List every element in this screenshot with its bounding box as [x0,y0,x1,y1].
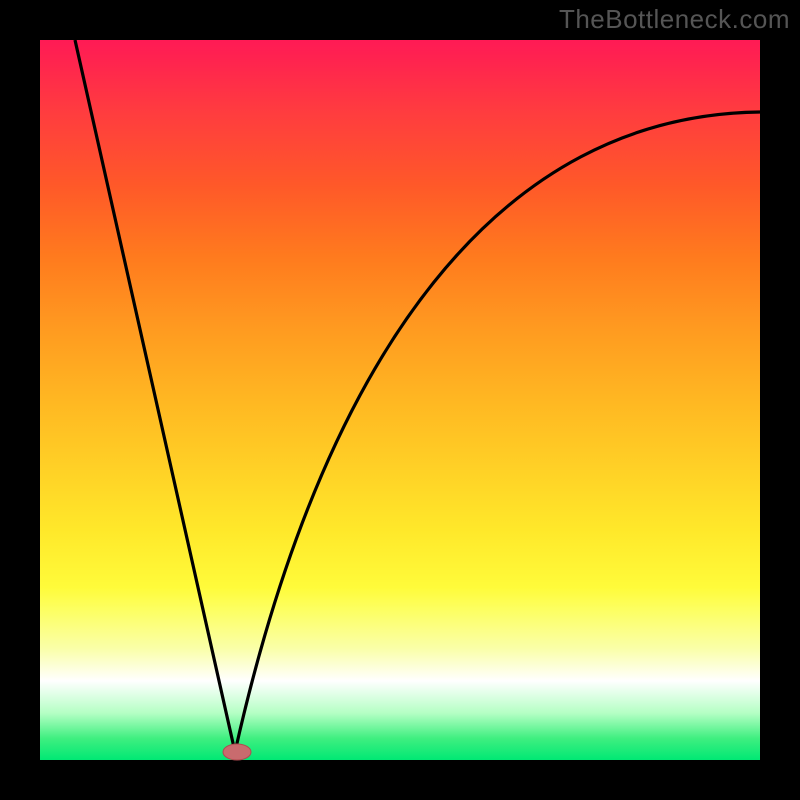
plot-area [40,40,760,760]
watermark-text: TheBottleneck.com [559,4,790,35]
bottleneck-chart [0,0,800,800]
optimal-marker [223,744,251,760]
chart-container: TheBottleneck.com [0,0,800,800]
